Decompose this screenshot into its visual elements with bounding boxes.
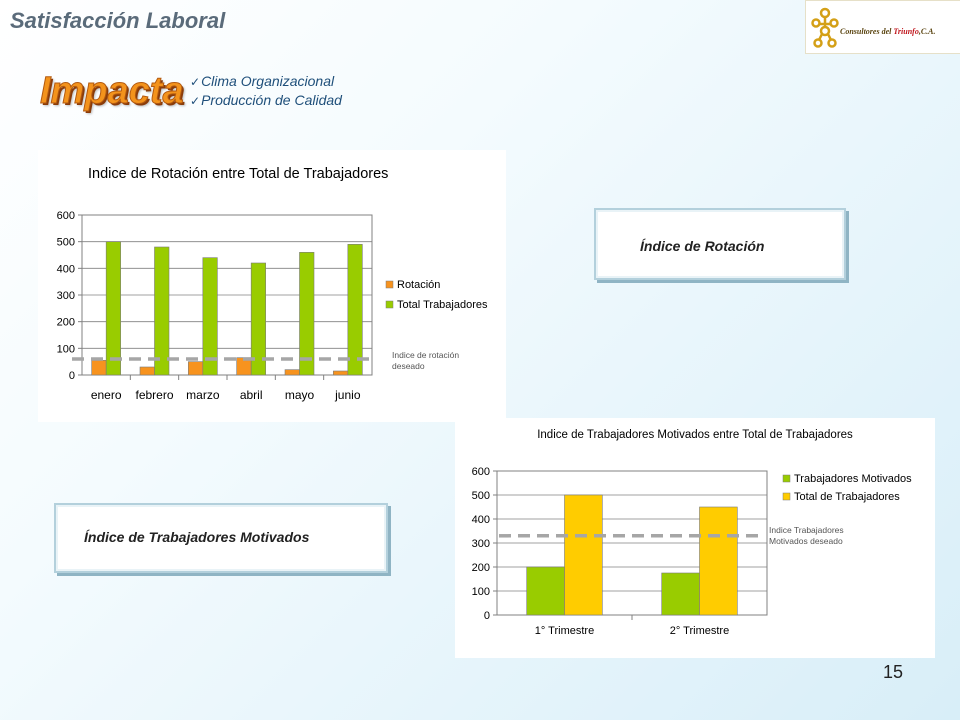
bar: [526, 566, 565, 616]
y-tick-label: 0: [484, 610, 490, 622]
legend-label: Total de Trabajadores: [794, 491, 900, 503]
bar: [284, 369, 300, 376]
x-tick-label: abril: [240, 388, 263, 402]
reference-label: Motivados deseado: [769, 536, 843, 546]
bar: [250, 262, 266, 376]
impact-item: ✓Producción de Calidad: [190, 92, 342, 108]
y-tick-label: 500: [57, 237, 75, 249]
legend-swatch: [782, 492, 791, 501]
rotation-index-label: Índice de Rotación: [640, 238, 765, 254]
bar: [105, 241, 121, 376]
y-tick-label: 400: [472, 514, 490, 526]
chart-title: Indice de Trabajadores Motivados entre T…: [537, 429, 853, 441]
motivated-index-label: Índice de Trabajadores Motivados: [84, 529, 310, 545]
x-tick-label: enero: [91, 388, 122, 402]
logo-emblem-icon: [811, 7, 839, 48]
x-tick-label: 1° Trimestre: [535, 625, 594, 637]
logo-text: Consultores del Triunfo,C.A.: [840, 27, 936, 36]
y-tick-label: 400: [57, 263, 75, 275]
check-icon: ✓: [190, 75, 201, 89]
chart-title: Indice de Rotación entre Total de Trabaj…: [88, 166, 388, 182]
motivation-chart-svg: Indice de Trabajadores Motivados entre T…: [472, 429, 912, 637]
page-title: Satisfacción Laboral: [10, 8, 226, 33]
bar: [564, 494, 603, 616]
bar: [347, 244, 363, 376]
bar: [699, 506, 738, 616]
legend-swatch: [385, 280, 394, 289]
bar: [139, 366, 155, 376]
y-tick-label: 0: [69, 370, 75, 382]
rotation-chart-svg: Indice de Rotación entre Total de Trabaj…: [57, 166, 488, 402]
impact-list: ✓Clima Organizacional ✓Producción de Cal…: [190, 72, 342, 110]
x-tick-label: 2° Trimestre: [670, 625, 729, 637]
check-icon: ✓: [190, 94, 201, 108]
legend-swatch: [782, 474, 791, 483]
bar: [188, 361, 204, 376]
y-tick-label: 100: [472, 586, 490, 598]
page-number: 15: [883, 662, 904, 682]
bar: [154, 246, 170, 376]
company-logo: Consultores del Triunfo,C.A.: [805, 0, 960, 54]
rotation-index-box: Índice de Rotación: [594, 208, 846, 280]
legend-label: Total Trabajadores: [397, 299, 488, 311]
y-tick-label: 600: [57, 210, 75, 222]
reference-label: Indice Trabajadores: [769, 525, 844, 535]
bar: [333, 370, 349, 376]
x-tick-label: junio: [334, 388, 361, 402]
y-tick-label: 200: [57, 317, 75, 329]
bar: [661, 572, 700, 616]
legend-label: Rotación: [397, 279, 440, 291]
x-tick-label: febrero: [135, 388, 173, 402]
y-tick-label: 600: [472, 466, 490, 478]
y-tick-label: 500: [472, 490, 490, 502]
legend-label: Trabajadores Motivados: [794, 473, 912, 485]
motivation-chart: Indice de Trabajadores Motivados entre T…: [455, 418, 935, 658]
rotation-chart: Indice de Rotación entre Total de Trabaj…: [38, 150, 506, 422]
impact-item: ✓Clima Organizacional: [190, 73, 335, 89]
x-tick-label: mayo: [285, 388, 315, 402]
bar: [299, 252, 315, 376]
x-tick-label: marzo: [186, 388, 220, 402]
bar: [202, 257, 218, 376]
impacta-heading: Impacta: [40, 70, 185, 113]
legend-swatch: [385, 300, 394, 309]
reference-label: Indice de rotación: [392, 350, 459, 360]
reference-label: deseado: [392, 361, 425, 371]
y-tick-label: 100: [57, 343, 75, 355]
y-tick-label: 300: [472, 538, 490, 550]
bar: [91, 360, 107, 376]
y-tick-label: 200: [472, 562, 490, 574]
motivated-index-box: Índice de Trabajadores Motivados: [54, 503, 388, 573]
y-tick-label: 300: [57, 290, 75, 302]
